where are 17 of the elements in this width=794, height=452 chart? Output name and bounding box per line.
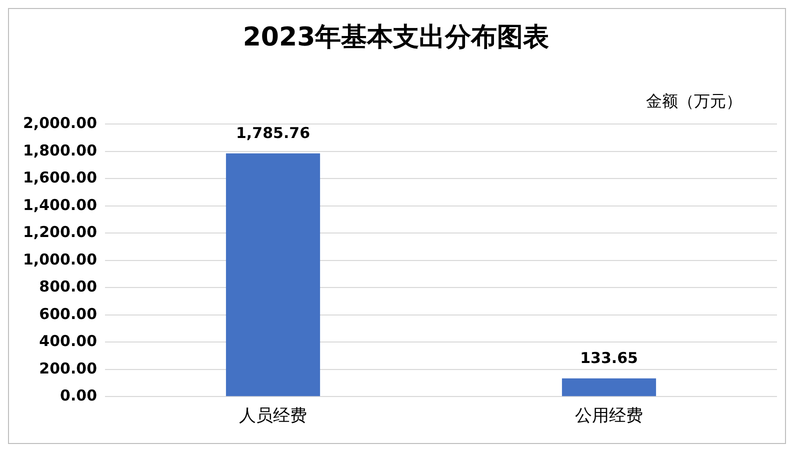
y-tick-label: 800.00 xyxy=(39,278,98,296)
chart-title: 2023年基本支出分布图表 xyxy=(242,22,550,52)
y-tick-label: 400.00 xyxy=(39,332,98,350)
y-tick-label: 1,200.00 xyxy=(22,223,98,242)
y-tick-label: 600.00 xyxy=(39,304,98,323)
y-tick-label: 0.00 xyxy=(60,386,98,404)
data-label: 1,785.76 xyxy=(236,124,310,142)
y-tick-label: 200.00 xyxy=(39,359,98,378)
y-tick-label: 1,600.00 xyxy=(22,168,98,187)
y-tick-label: 1,400.00 xyxy=(22,196,98,214)
y-tick-label: 1,000.00 xyxy=(22,250,98,268)
y-tick-label: 2,000.00 xyxy=(22,114,98,132)
x-tick-label: 人员经费 xyxy=(239,406,308,426)
y-axis-title: 金额（万元） xyxy=(646,91,742,110)
y-tick-label: 1,800.00 xyxy=(22,141,98,160)
data-label: 133.65 xyxy=(580,348,638,367)
x-tick-label: 公用经费 xyxy=(575,406,644,426)
